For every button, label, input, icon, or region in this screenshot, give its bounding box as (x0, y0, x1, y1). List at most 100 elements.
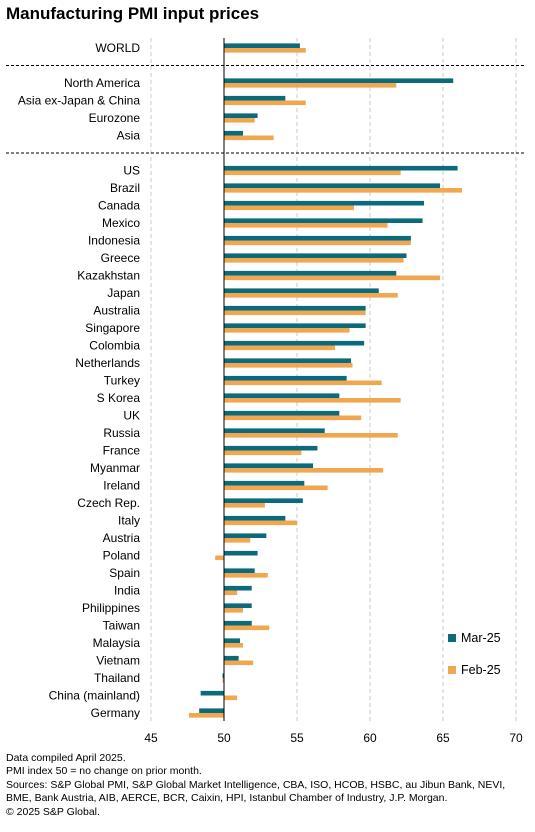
category-label-vietnam: Vietnam (96, 654, 140, 668)
bar-mar-25-myanmar (224, 463, 314, 468)
x-tick-label-50: 50 (217, 731, 231, 745)
bar-feb-25-thailand (222, 678, 224, 683)
legend: Mar-25 Feb-25 (448, 631, 501, 677)
category-label-canada: Canada (98, 199, 140, 213)
category-label-italy: Italy (118, 514, 140, 528)
legend-label-feb-25: Feb-25 (461, 663, 501, 677)
note-copyright: © 2025 S&P Global. (6, 805, 100, 818)
category-label-greece: Greece (101, 251, 141, 265)
bar-mar-25-brazil (224, 183, 441, 188)
bar-mar-25-mexico (224, 218, 423, 223)
bar-mar-25-india (224, 585, 252, 591)
bar-feb-25-austria (224, 538, 251, 543)
bar-feb-25-turkey (224, 380, 382, 386)
bar-feb-25-asia-ex-japan-china (224, 100, 306, 106)
x-tick-label-60: 60 (363, 731, 377, 745)
bar-feb-25-philippines (224, 608, 243, 613)
bar-mar-25-singapore (224, 323, 366, 328)
bar-mar-25-china-mainland (200, 690, 224, 696)
category-label-singapore: Singapore (85, 321, 140, 335)
bar-feb-25-north-america (224, 83, 397, 88)
bar-feb-25-colombia (224, 345, 335, 351)
bar-mar-25-italy (224, 515, 286, 521)
bar-mar-25-north-america (224, 78, 454, 83)
category-label-s-korea: S Korea (97, 391, 141, 405)
bar-mar-25-poland (224, 550, 258, 556)
bar-feb-25-brazil (224, 188, 462, 193)
bar-mar-25-spain (224, 568, 255, 573)
category-label-thailand: Thailand (94, 671, 140, 685)
category-label-ireland: Ireland (103, 479, 140, 493)
bar-mar-25-vietnam (224, 655, 239, 661)
x-tick-label-70: 70 (509, 731, 523, 745)
category-label-malaysia: Malaysia (93, 636, 141, 650)
category-label-india: India (114, 584, 140, 598)
bar-feb-25-us (224, 170, 401, 176)
category-label-north-america: North America (64, 76, 140, 90)
bar-mar-25-uk (224, 410, 340, 416)
bar-mar-25-turkey (224, 375, 347, 381)
category-label-eurozone: Eurozone (89, 111, 141, 125)
bar-feb-25-italy (224, 520, 297, 526)
bar-feb-25-germany (188, 713, 224, 718)
category-label-poland: Poland (103, 549, 140, 563)
bar-mar-25-asia (224, 130, 243, 136)
category-label-austria: Austria (103, 531, 141, 545)
bar-mar-25-australia (224, 305, 366, 311)
note-compiled: Data compiled April 2025. (6, 752, 126, 764)
bar-feb-25-russia (224, 433, 398, 438)
bar-feb-25-vietnam (224, 660, 254, 666)
bar-layer (188, 43, 462, 718)
bar-feb-25-greece (224, 258, 404, 263)
bar-mar-25-greece (224, 253, 407, 258)
bar-feb-25-india (224, 590, 238, 596)
bar-feb-25-world (224, 48, 306, 53)
axis-layer: 45 50 55 60 65 70 (144, 38, 523, 745)
x-tick-label-65: 65 (436, 731, 450, 745)
bar-feb-25-france (224, 450, 302, 456)
bar-mar-25-canada (224, 200, 425, 206)
category-label-colombia: Colombia (89, 339, 140, 353)
bar-mar-25-world (224, 43, 300, 48)
bar-mar-25-us (224, 165, 458, 171)
category-label-indonesia: Indonesia (88, 234, 140, 248)
bar-mar-25-taiwan (224, 620, 252, 626)
separator-layer (6, 65, 524, 154)
bar-mar-25-germany (199, 708, 224, 713)
category-label-netherlands: Netherlands (75, 356, 140, 370)
bar-mar-25-austria (224, 533, 267, 538)
category-label-japan: Japan (107, 286, 140, 300)
bar-feb-25-spain (224, 573, 268, 578)
bar-feb-25-uk (224, 415, 362, 421)
x-tick-label-45: 45 (144, 731, 158, 745)
category-label-asia-ex-japan-china: Asia ex-Japan & China (18, 94, 140, 108)
bar-feb-25-asia (224, 135, 274, 141)
bar-mar-25-japan (224, 288, 379, 293)
category-label-myanmar: Myanmar (90, 461, 140, 475)
x-tick-label-55: 55 (290, 731, 304, 745)
category-label-australia: Australia (93, 304, 140, 318)
bar-feb-25-mexico (224, 223, 388, 228)
bar-feb-25-china-mainland (224, 695, 238, 701)
bar-feb-25-ireland (224, 485, 328, 491)
category-label-spain: Spain (109, 566, 140, 580)
category-label-taiwan: Taiwan (103, 619, 140, 633)
category-label-world: WORLD (95, 41, 140, 55)
bar-mar-25-france (224, 445, 318, 451)
category-label-philippines: Philippines (82, 601, 140, 615)
category-label-france: France (103, 444, 141, 458)
bar-feb-25-taiwan (224, 625, 270, 631)
category-label-uk: UK (123, 409, 140, 423)
category-label-asia: Asia (117, 129, 141, 143)
category-label-kazakhstan: Kazakhstan (77, 269, 140, 283)
bar-mar-25-malaysia (224, 638, 241, 643)
bar-feb-25-poland (215, 555, 224, 561)
category-label-turkey: Turkey (104, 374, 140, 388)
bar-chart: WORLD North America Asia ex-Japan & China E… (6, 38, 524, 745)
legend-swatch-feb-25 (448, 666, 456, 674)
chart-title: Manufacturing PMI input prices (6, 4, 260, 23)
bar-mar-25-philippines (224, 603, 252, 608)
bar-feb-25-singapore (224, 328, 350, 333)
legend-swatch-mar-25 (448, 634, 456, 642)
bar-feb-25-australia (224, 310, 366, 316)
